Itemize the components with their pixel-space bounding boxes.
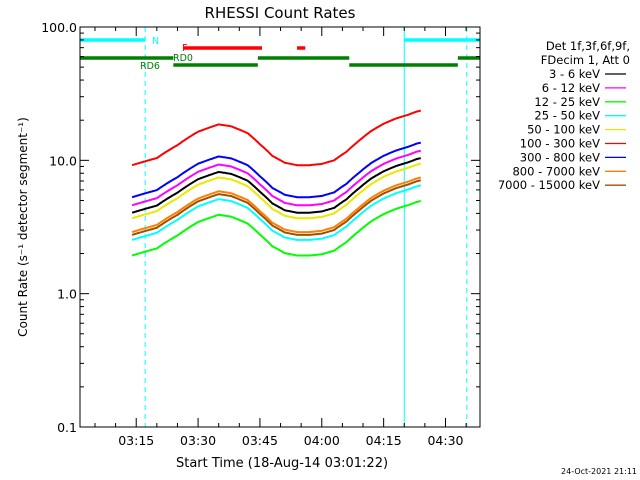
- series-line-100-300kev: [131, 109, 422, 167]
- legend-entry-label: 800 - 7000 keV: [512, 164, 600, 178]
- plot-frame: [79, 26, 481, 428]
- x-tick-label: 03:15: [118, 433, 154, 448]
- legend-entry-label: 25 - 50 keV: [534, 109, 600, 123]
- x-tick-label: 03:45: [242, 433, 278, 448]
- x-tick-label: 03:30: [180, 433, 216, 448]
- axes: 0.1 1.0 10.0 100.0 03:15 03:30 03:45 04:00 04:15…: [41, 20, 481, 448]
- series-line-7000-15000kev: [131, 179, 422, 236]
- x-tick-label: 04:15: [366, 433, 402, 448]
- legend-header-line-1: Det 1f,3f,6f,9f,: [546, 39, 630, 53]
- chart-title: RHESSI Count Rates: [205, 4, 356, 22]
- flag-label-f: F: [182, 43, 187, 54]
- series-line-25-50kev: [131, 184, 422, 241]
- footer-date: 24-Oct-2021 21:11: [561, 467, 637, 476]
- y-tick-label: 10.0: [49, 153, 77, 168]
- legend: Det 1f,3f,6f,9f, FDecim 1, Att 0 3 - 6 k…: [498, 39, 630, 192]
- legend-entry-label: 3 - 6 keV: [549, 67, 600, 81]
- series-line-12-25kev: [131, 200, 422, 257]
- series-line-800-7000kev: [131, 176, 422, 234]
- legend-header-line-2: FDecim 1, Att 0: [541, 53, 630, 67]
- plot-area: [79, 27, 468, 427]
- series-line-3-6kev: [131, 157, 421, 214]
- y-tick-label: 0.1: [57, 420, 77, 435]
- x-tick-label: 04:30: [427, 433, 463, 448]
- x-tick-label: 04:00: [304, 433, 340, 448]
- y-tick-label: 1.0: [57, 287, 77, 302]
- legend-entry-label: 300 - 800 keV: [520, 150, 600, 164]
- flag-label-n: N: [152, 36, 159, 47]
- flag-label-rd0: RD0: [173, 53, 193, 64]
- legend-entry-label: 12 - 25 keV: [534, 95, 600, 109]
- legend-entry-label: 7000 - 15000 keV: [498, 178, 600, 192]
- legend-entry-label: 100 - 300 keV: [520, 137, 600, 151]
- y-tick-label: 100.0: [41, 20, 77, 35]
- legend-entry-label: 50 - 100 keV: [527, 123, 600, 137]
- x-axis-label: Start Time (18-Aug-14 03:01:22): [176, 456, 388, 471]
- series-line-300-800kev: [131, 141, 422, 199]
- y-axis-label: Count Rate (s⁻¹ detector segment⁻¹): [16, 117, 30, 337]
- legend-entry-label: 6 - 12 keV: [542, 81, 600, 95]
- series-line-50-100kev: [131, 162, 422, 220]
- flag-label-rd6: RD6: [140, 61, 160, 72]
- series-line-6-12kev: [131, 149, 422, 207]
